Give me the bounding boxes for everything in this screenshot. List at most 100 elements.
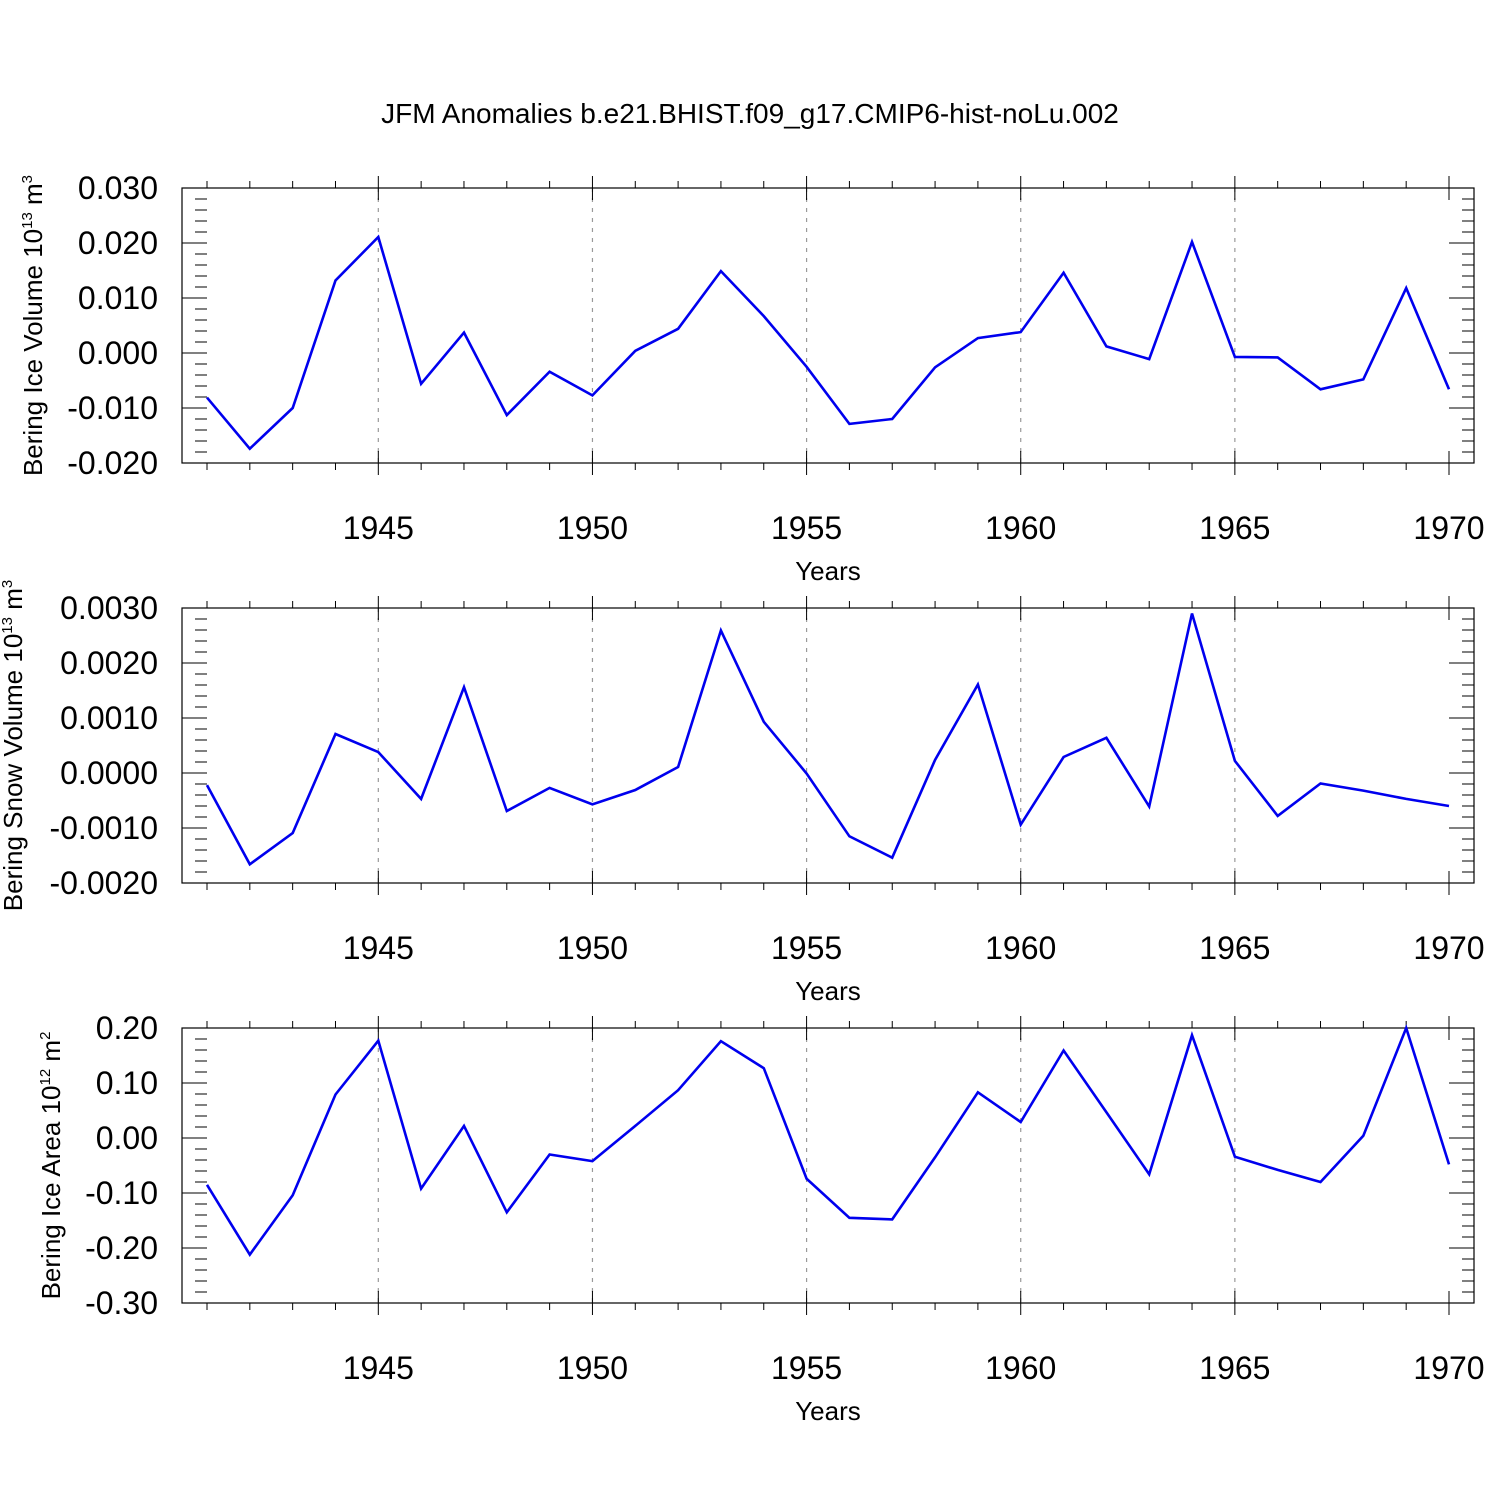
data-point (291, 407, 293, 409)
plot-frame (181, 607, 1475, 884)
x-tick-label: 1970 (1413, 510, 1484, 546)
data-point (1362, 789, 1364, 791)
data-point (1062, 1049, 1064, 1051)
x-tick-label: 1955 (771, 510, 842, 546)
y-tick-label: -0.010 (67, 390, 158, 426)
data-point (1105, 1111, 1107, 1113)
data-point (1405, 287, 1407, 289)
data-point (548, 1153, 550, 1155)
data-point (848, 835, 850, 837)
x-tick-label: 1965 (1199, 510, 1270, 546)
y-tick-label: 0.020 (78, 225, 158, 261)
y-axis-label: Bering Snow Volume 1013 m3 (0, 580, 28, 911)
data-point (377, 1039, 379, 1041)
data-point (1191, 241, 1193, 243)
data-point (591, 1160, 593, 1162)
x-axis-label: Years (795, 1396, 861, 1426)
panel-snow-volume: -0.0020 -0.0010 0.0000 0.0010 0.0020 0.0030 19… (0, 580, 1485, 1006)
data-point (1148, 1173, 1150, 1175)
y-tick-label: 0.000 (78, 335, 158, 371)
data-point (1105, 345, 1107, 347)
x-axis-label: Years (795, 976, 861, 1006)
data-point (805, 772, 807, 774)
data-point (1020, 331, 1022, 333)
x-axis-label: Years (795, 556, 861, 586)
x-tick-label: 1970 (1413, 1350, 1484, 1386)
data-point (763, 1067, 765, 1069)
x-tick-label: 1955 (771, 1350, 842, 1386)
data-point (720, 629, 722, 631)
data-point (206, 784, 208, 786)
data-point (634, 350, 636, 352)
y-tick-label: -0.20 (85, 1230, 158, 1266)
data-point (934, 366, 936, 368)
data-point (1276, 815, 1278, 817)
data-point (291, 1194, 293, 1196)
y-tick-label: 0.0020 (60, 645, 158, 681)
data-point (677, 328, 679, 330)
data-point (720, 1040, 722, 1042)
data-point (634, 1125, 636, 1127)
data-point (420, 383, 422, 385)
data-point (1148, 805, 1150, 807)
data-point (506, 1211, 508, 1213)
data-point (891, 1218, 893, 1220)
y-tick-label: 0.030 (78, 170, 158, 206)
series-line (205, 613, 1450, 867)
data-point (891, 857, 893, 859)
plot-frame (181, 187, 1475, 464)
data-point (848, 1217, 850, 1219)
data-point (1405, 1027, 1407, 1029)
figure-title: JFM Anomalies b.e21.BHIST.f09_g17.CMIP6-… (381, 98, 1119, 129)
x-tick-label: 1950 (557, 930, 628, 966)
x-tick-label: 1945 (343, 510, 414, 546)
data-point (934, 1156, 936, 1158)
y-tick-label: 0.0030 (60, 590, 158, 626)
data-point (377, 751, 379, 753)
y-tick-label: -0.020 (67, 445, 158, 481)
data-point (720, 270, 722, 272)
y-tick-label: 0.0010 (60, 700, 158, 736)
data-point (1276, 356, 1278, 358)
data-point (206, 396, 208, 398)
y-tick-label: 0.10 (96, 1065, 158, 1101)
data-point (848, 423, 850, 425)
data-point (977, 337, 979, 339)
y-tick-label: 0.010 (78, 280, 158, 316)
data-point (291, 832, 293, 834)
data-point (249, 1253, 251, 1255)
data-point (1448, 1163, 1450, 1165)
y-tick-label: 0.20 (96, 1010, 158, 1046)
data-point (206, 1184, 208, 1186)
x-tick-label: 1950 (557, 1350, 628, 1386)
data-point (677, 766, 679, 768)
data-point (506, 810, 508, 812)
data-point (763, 315, 765, 317)
x-tick-label: 1945 (343, 1350, 414, 1386)
data-point (677, 1089, 679, 1091)
plot-frame (181, 1027, 1475, 1304)
y-tick-label: -0.30 (85, 1285, 158, 1321)
data-point (805, 1178, 807, 1180)
series-line (205, 1024, 1451, 1257)
data-point (1276, 1169, 1278, 1171)
x-tick-label: 1960 (985, 930, 1056, 966)
x-tick-label: 1970 (1413, 930, 1484, 966)
data-point (1105, 737, 1107, 739)
x-tick-label: 1955 (771, 930, 842, 966)
data-point (249, 448, 251, 450)
data-point (891, 418, 893, 420)
data-point (1448, 388, 1450, 390)
data-point (1319, 782, 1321, 784)
y-tick-label: 0.00 (96, 1120, 158, 1156)
data-point (548, 371, 550, 373)
data-point (463, 331, 465, 333)
data-point (334, 279, 336, 281)
x-tick-label: 1965 (1199, 1350, 1270, 1386)
data-point (634, 789, 636, 791)
data-point (506, 414, 508, 416)
data-point (591, 394, 593, 396)
panel-ice-area: -0.30 -0.20 -0.10 0.00 0.10 0.20 1945 1950 1955 1… (36, 1010, 1485, 1426)
data-point (377, 236, 379, 238)
